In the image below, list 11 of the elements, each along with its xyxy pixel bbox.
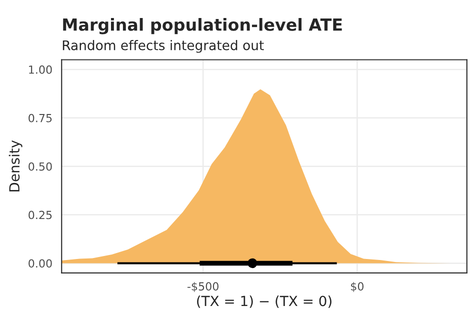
y-axis-title: Density xyxy=(8,140,22,192)
y-tick-label: 1.00 xyxy=(29,65,52,74)
chart-title: Marginal population-level ATE xyxy=(63,18,342,34)
y-tick-label: 0.25 xyxy=(28,210,52,220)
x-axis-title: (TX = 1) − (TX = 0) xyxy=(197,296,332,308)
y-tick-label: 0.00 xyxy=(28,259,52,268)
y-tick-label: 0.75 xyxy=(28,114,52,122)
x-tick-label: $0 xyxy=(351,282,364,292)
y-tick-label: 0.50 xyxy=(28,162,52,171)
chart-subtitle: Random effects integrated out xyxy=(62,40,264,53)
x-tick-label: -$500 xyxy=(187,282,218,292)
